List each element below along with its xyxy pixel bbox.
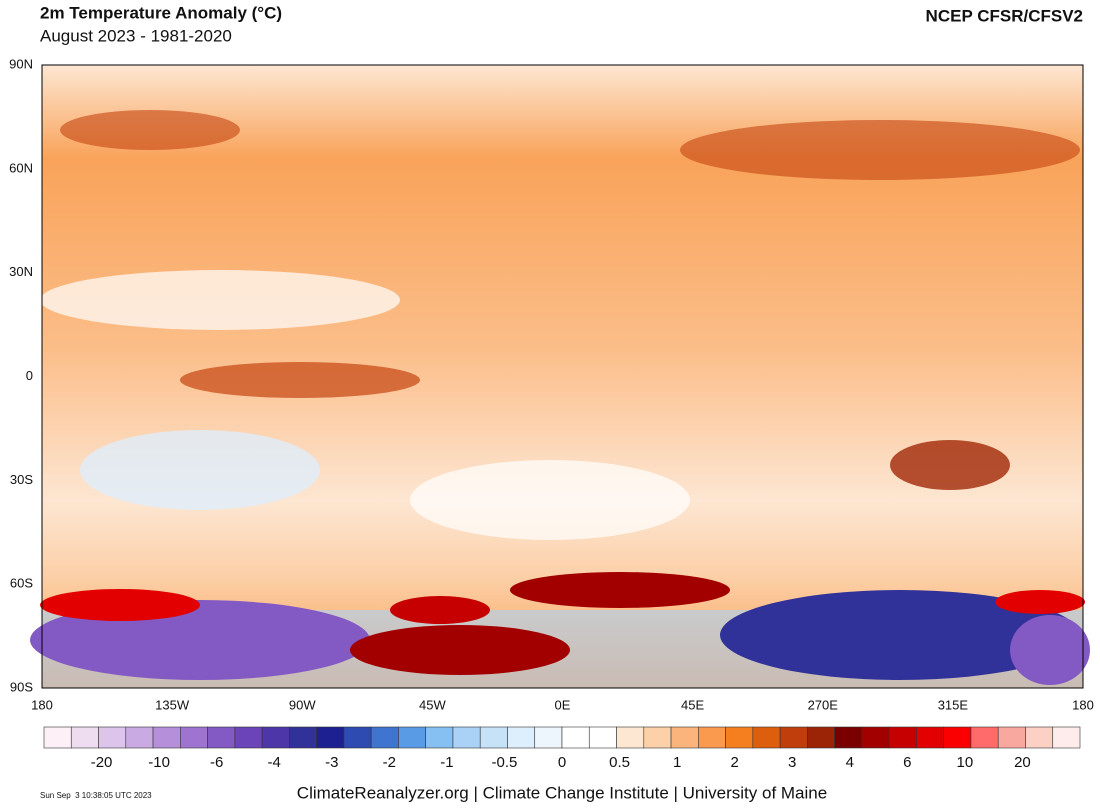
- colorbar-label: 6: [903, 754, 911, 771]
- colorbar-label: 2: [730, 754, 738, 771]
- colorbar-label: -20: [91, 754, 113, 771]
- latitude-label: 0: [26, 368, 33, 383]
- anomaly-area: [890, 440, 1010, 490]
- anomaly-area: [995, 590, 1085, 614]
- colorbar-swatch: [943, 726, 972, 749]
- map: [30, 64, 1090, 689]
- longitude-label: 90W: [289, 697, 316, 712]
- anomaly-area: [390, 596, 490, 624]
- title: 2m Temperature Anomaly (°C): [40, 3, 282, 22]
- colorbar-label: -10: [148, 754, 170, 771]
- anomaly-area: [180, 362, 420, 398]
- anomaly-area: [680, 120, 1080, 180]
- colorbar-swatch: [616, 726, 645, 749]
- anomaly-area: [80, 430, 320, 510]
- colorbar-swatch: [70, 726, 99, 749]
- colorbar-swatch: [752, 726, 781, 749]
- latitude-label: 30S: [10, 472, 33, 487]
- anomaly-area: [720, 590, 1080, 680]
- timestamp: Sun Sep 3 10:38:05 UTC 2023: [40, 791, 152, 800]
- colorbar-swatch: [916, 726, 944, 749]
- longitude-labels: 180 135W 90W 45W 0E 45E 270E 315E 180: [31, 697, 1094, 712]
- colorbar-label: 0: [558, 754, 566, 771]
- colorbar-swatch: [507, 726, 536, 749]
- map-frame: [41, 64, 1084, 689]
- colorbar-label: -1: [440, 754, 453, 771]
- colorbar-swatch: [670, 726, 699, 749]
- colorbar-swatch: [398, 726, 426, 749]
- longitude-label: 45W: [419, 697, 446, 712]
- colorbar-label: -4: [268, 754, 281, 771]
- colorbar-label: -0.5: [492, 754, 518, 771]
- colorbar-label: 3: [788, 754, 796, 771]
- colorbar-swatch: [997, 726, 1026, 749]
- latitude-label: 60N: [9, 160, 33, 175]
- latitude-labels: 90N 60N 30N 0 30S 60S 90S: [9, 56, 33, 694]
- longitude-label: 180: [31, 697, 53, 712]
- source: NCEP CFSR/CFSV2: [926, 6, 1083, 25]
- anomaly-area: [1010, 615, 1090, 685]
- longitude-label: 45E: [681, 697, 704, 712]
- anomaly-area: [510, 572, 730, 608]
- colorbar-label: 1: [673, 754, 681, 771]
- colorbar-swatch: [98, 726, 127, 749]
- colorbar-swatch: [152, 726, 181, 749]
- colorbar-swatch: [779, 726, 808, 749]
- longitude-label: 180: [1072, 697, 1094, 712]
- longitude-label: 270E: [808, 697, 839, 712]
- colorbar-swatch: [479, 726, 508, 749]
- longitude-label: 0E: [555, 697, 571, 712]
- colorbar-swatch: [1025, 726, 1054, 749]
- colorbar-label: -6: [210, 754, 223, 771]
- colorbar-swatch: [970, 726, 999, 749]
- longitude-label: 135W: [155, 697, 190, 712]
- anomaly-area: [350, 625, 570, 675]
- colorbar-label: -2: [383, 754, 396, 771]
- anomaly-area: [60, 110, 240, 150]
- colorbar-swatch: [888, 726, 917, 749]
- colorbar-swatch: [43, 726, 72, 749]
- latitude-label: 90S: [10, 679, 33, 694]
- colorbar-swatch: [289, 726, 317, 749]
- colorbar-swatch: [698, 726, 726, 749]
- colorbar-swatch: [561, 726, 590, 749]
- colorbar-swatch: [261, 726, 290, 749]
- anomaly-area: [40, 270, 400, 330]
- colorbar-swatch: [834, 726, 863, 749]
- colorbar-label: 20: [1014, 754, 1031, 771]
- colorbar: -20 -10 -6 -4 -3 -2 -1 -0.5 0 0.5 1 2 3 4 6 10 20: [43, 726, 1081, 771]
- colorbar-swatch: [807, 726, 835, 749]
- anomaly-area: [410, 460, 690, 540]
- colorbar-swatch: [180, 726, 208, 749]
- colorbar-label: -3: [325, 754, 338, 771]
- colorbar-swatch: [534, 726, 563, 749]
- colorbar-swatch: [234, 726, 263, 749]
- colorbar-swatch: [343, 726, 372, 749]
- colorbar-swatch: [207, 726, 236, 749]
- colorbar-swatch: [725, 726, 754, 749]
- anomaly-area: [40, 589, 200, 621]
- colorbar-label: 0.5: [609, 754, 630, 771]
- credit: ClimateReanalyzer.org | Climate Change I…: [297, 783, 827, 802]
- colorbar-swatch: [861, 726, 890, 749]
- colorbar-swatch: [316, 726, 345, 749]
- latitude-label: 30N: [9, 264, 33, 279]
- latitude-label: 90N: [9, 56, 33, 71]
- colorbar-label: 4: [846, 754, 854, 771]
- latitude-label: 60S: [10, 576, 33, 591]
- colorbar-swatch: [1052, 726, 1081, 749]
- colorbar-swatch: [643, 726, 672, 749]
- colorbar-label: 10: [957, 754, 974, 771]
- colorbar-swatch: [452, 726, 481, 749]
- colorbar-swatch: [370, 726, 399, 749]
- colorbar-swatch: [125, 726, 154, 749]
- subtitle: August 2023 - 1981-2020: [40, 26, 232, 45]
- colorbar-swatch: [588, 726, 617, 749]
- colorbar-swatch: [425, 726, 454, 749]
- longitude-label: 315E: [938, 697, 969, 712]
